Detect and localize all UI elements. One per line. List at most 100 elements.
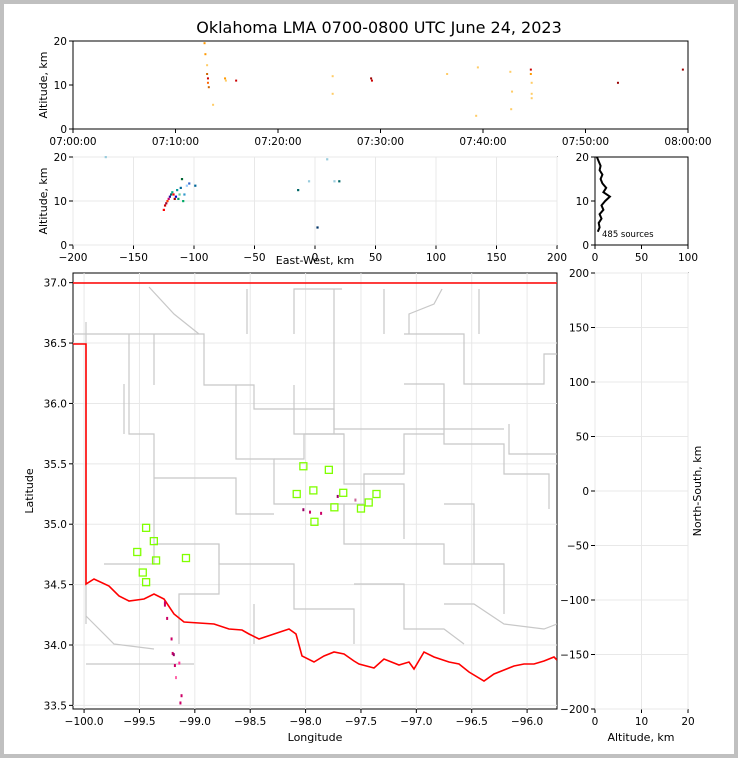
station-marker (324, 465, 333, 475)
east-west-source (104, 156, 107, 159)
north-south-tick-label: 0 (582, 486, 589, 498)
north-south-ticks: 0 10 20 200 150 100 50 0 −50 −100 −150 −200 (560, 268, 695, 728)
plan-view-source (354, 498, 357, 502)
north-south-tick-label: 50 (576, 432, 589, 444)
time-height-source (204, 53, 207, 56)
station-marker (310, 517, 319, 526)
time-tick-label: 07:40:00 (459, 136, 506, 148)
east-west-xlabel: East-West, km (276, 254, 354, 267)
plan-view-source (309, 510, 312, 514)
altitude-tick-label: 0 (60, 124, 67, 136)
altitude-tick-label: 10 (576, 196, 589, 208)
plan-view-ticks: −100.0 −99.5 −99.0 −98.5 −98.0 −97.5 −97.0 −96.… (44, 278, 544, 728)
north-south-ylabel: North-South, km (691, 446, 704, 537)
plan-view-ylabel: Latitude (23, 468, 36, 514)
plan-view-source (179, 701, 182, 705)
plan-view-source (170, 637, 173, 641)
altitude-tick-label: 20 (681, 716, 694, 728)
north-south-panel: 0 10 20 200 150 100 50 0 −50 −100 −150 −200 Altitud… (560, 268, 704, 744)
time-tick-label: 07:10:00 (152, 136, 199, 148)
east-west-source (194, 184, 197, 187)
time-height-source (476, 66, 479, 69)
east-west-source (177, 197, 180, 200)
longitude-tick-label: −97.0 (400, 716, 432, 728)
east-west-source (167, 197, 170, 200)
station-marker (356, 504, 366, 513)
altitude-tick-label: 10 (54, 80, 67, 92)
north-south-tick-label: 200 (569, 268, 589, 280)
time-height-source (529, 73, 532, 75)
east-west-source (182, 200, 185, 203)
east-west-source (297, 189, 300, 192)
latitude-tick-label: 36.5 (44, 338, 67, 350)
east-west-tick-label: 200 (547, 252, 567, 264)
longitude-tick-label: −100.0 (65, 716, 104, 728)
east-west-source (188, 182, 191, 185)
east-west-source (180, 178, 184, 181)
east-west-source (174, 195, 178, 198)
station-marker (141, 578, 151, 587)
east-west-source (179, 186, 182, 189)
east-west-panel: Altitude, km East-West, km −200 −150 −100−… (37, 152, 567, 267)
east-west-tick-label: 0 (312, 252, 319, 264)
latitude-tick-label: 36.0 (44, 398, 67, 410)
map-basemap (73, 273, 557, 709)
latitude-tick-label: 35.0 (44, 519, 67, 531)
time-tick-label: 07:20:00 (254, 136, 301, 148)
time-height-panel: Altitude, km 07:00:00 07:10:00 07:20:00 07:… (37, 36, 712, 148)
plan-view-source (302, 508, 305, 512)
east-west-source (316, 226, 319, 229)
station-marker (133, 547, 142, 557)
plan-view-sources (163, 494, 357, 705)
plan-view-source (171, 651, 174, 655)
east-west-source (162, 208, 165, 211)
altitude-tick-label: 20 (576, 152, 589, 164)
count-tick-label: 100 (678, 252, 698, 264)
station-marker (309, 486, 318, 495)
north-south-xlabel: Altitude, km (607, 731, 674, 744)
time-height-source (616, 81, 619, 84)
state-boundary (73, 282, 557, 682)
time-height-source (224, 79, 227, 82)
longitude-tick-label: −96.5 (456, 716, 488, 728)
plan-view-source (175, 676, 178, 680)
plan-view-source (173, 664, 176, 668)
north-south-tick-label: 150 (569, 323, 589, 335)
count-tick-label: 50 (635, 252, 648, 264)
longitude-tick-label: −97.5 (345, 716, 377, 728)
time-height-source (370, 77, 373, 80)
time-tick-label: 07:00:00 (49, 136, 96, 148)
north-south-tick-label: −50 (567, 541, 589, 553)
east-west-source (178, 193, 181, 196)
east-west-tick-label: 150 (486, 252, 506, 264)
north-south-tick-label: −200 (560, 704, 589, 716)
time-tick-label: 07:50:00 (562, 136, 609, 148)
east-west-tick-label: −50 (243, 252, 265, 264)
time-height-source (446, 73, 449, 75)
time-height-source (530, 81, 533, 84)
north-south-tick-label: −150 (560, 650, 589, 662)
altitude-tick-label: 10 (54, 196, 67, 208)
north-south-tick-label: 100 (569, 377, 589, 389)
altitude-tick-label: 20 (54, 152, 67, 164)
altitude-tick-label: 0 (592, 716, 599, 728)
station-marker (330, 503, 339, 512)
time-height-source (331, 75, 334, 78)
time-height-source (206, 73, 209, 75)
east-west-source (171, 191, 174, 194)
east-west-source (326, 158, 329, 161)
source-count-annotation: 485 sources (602, 230, 654, 240)
station-marker (151, 556, 161, 565)
plan-view-source (320, 511, 323, 515)
east-west-tick-label: −200 (59, 252, 88, 264)
figure-frame: Oklahoma LMA 0700-0800 UTC June 24, 2023… (4, 4, 734, 754)
plan-view-source (336, 494, 339, 498)
station-marker (138, 568, 147, 577)
east-west-source (165, 202, 168, 205)
east-west-ylabel: Altitude, km (37, 167, 50, 234)
time-height-sources (203, 42, 684, 117)
east-west-tick-label: 100 (426, 252, 446, 264)
time-height-source (206, 81, 209, 84)
time-height-source (224, 77, 227, 80)
time-height-source (530, 97, 533, 100)
